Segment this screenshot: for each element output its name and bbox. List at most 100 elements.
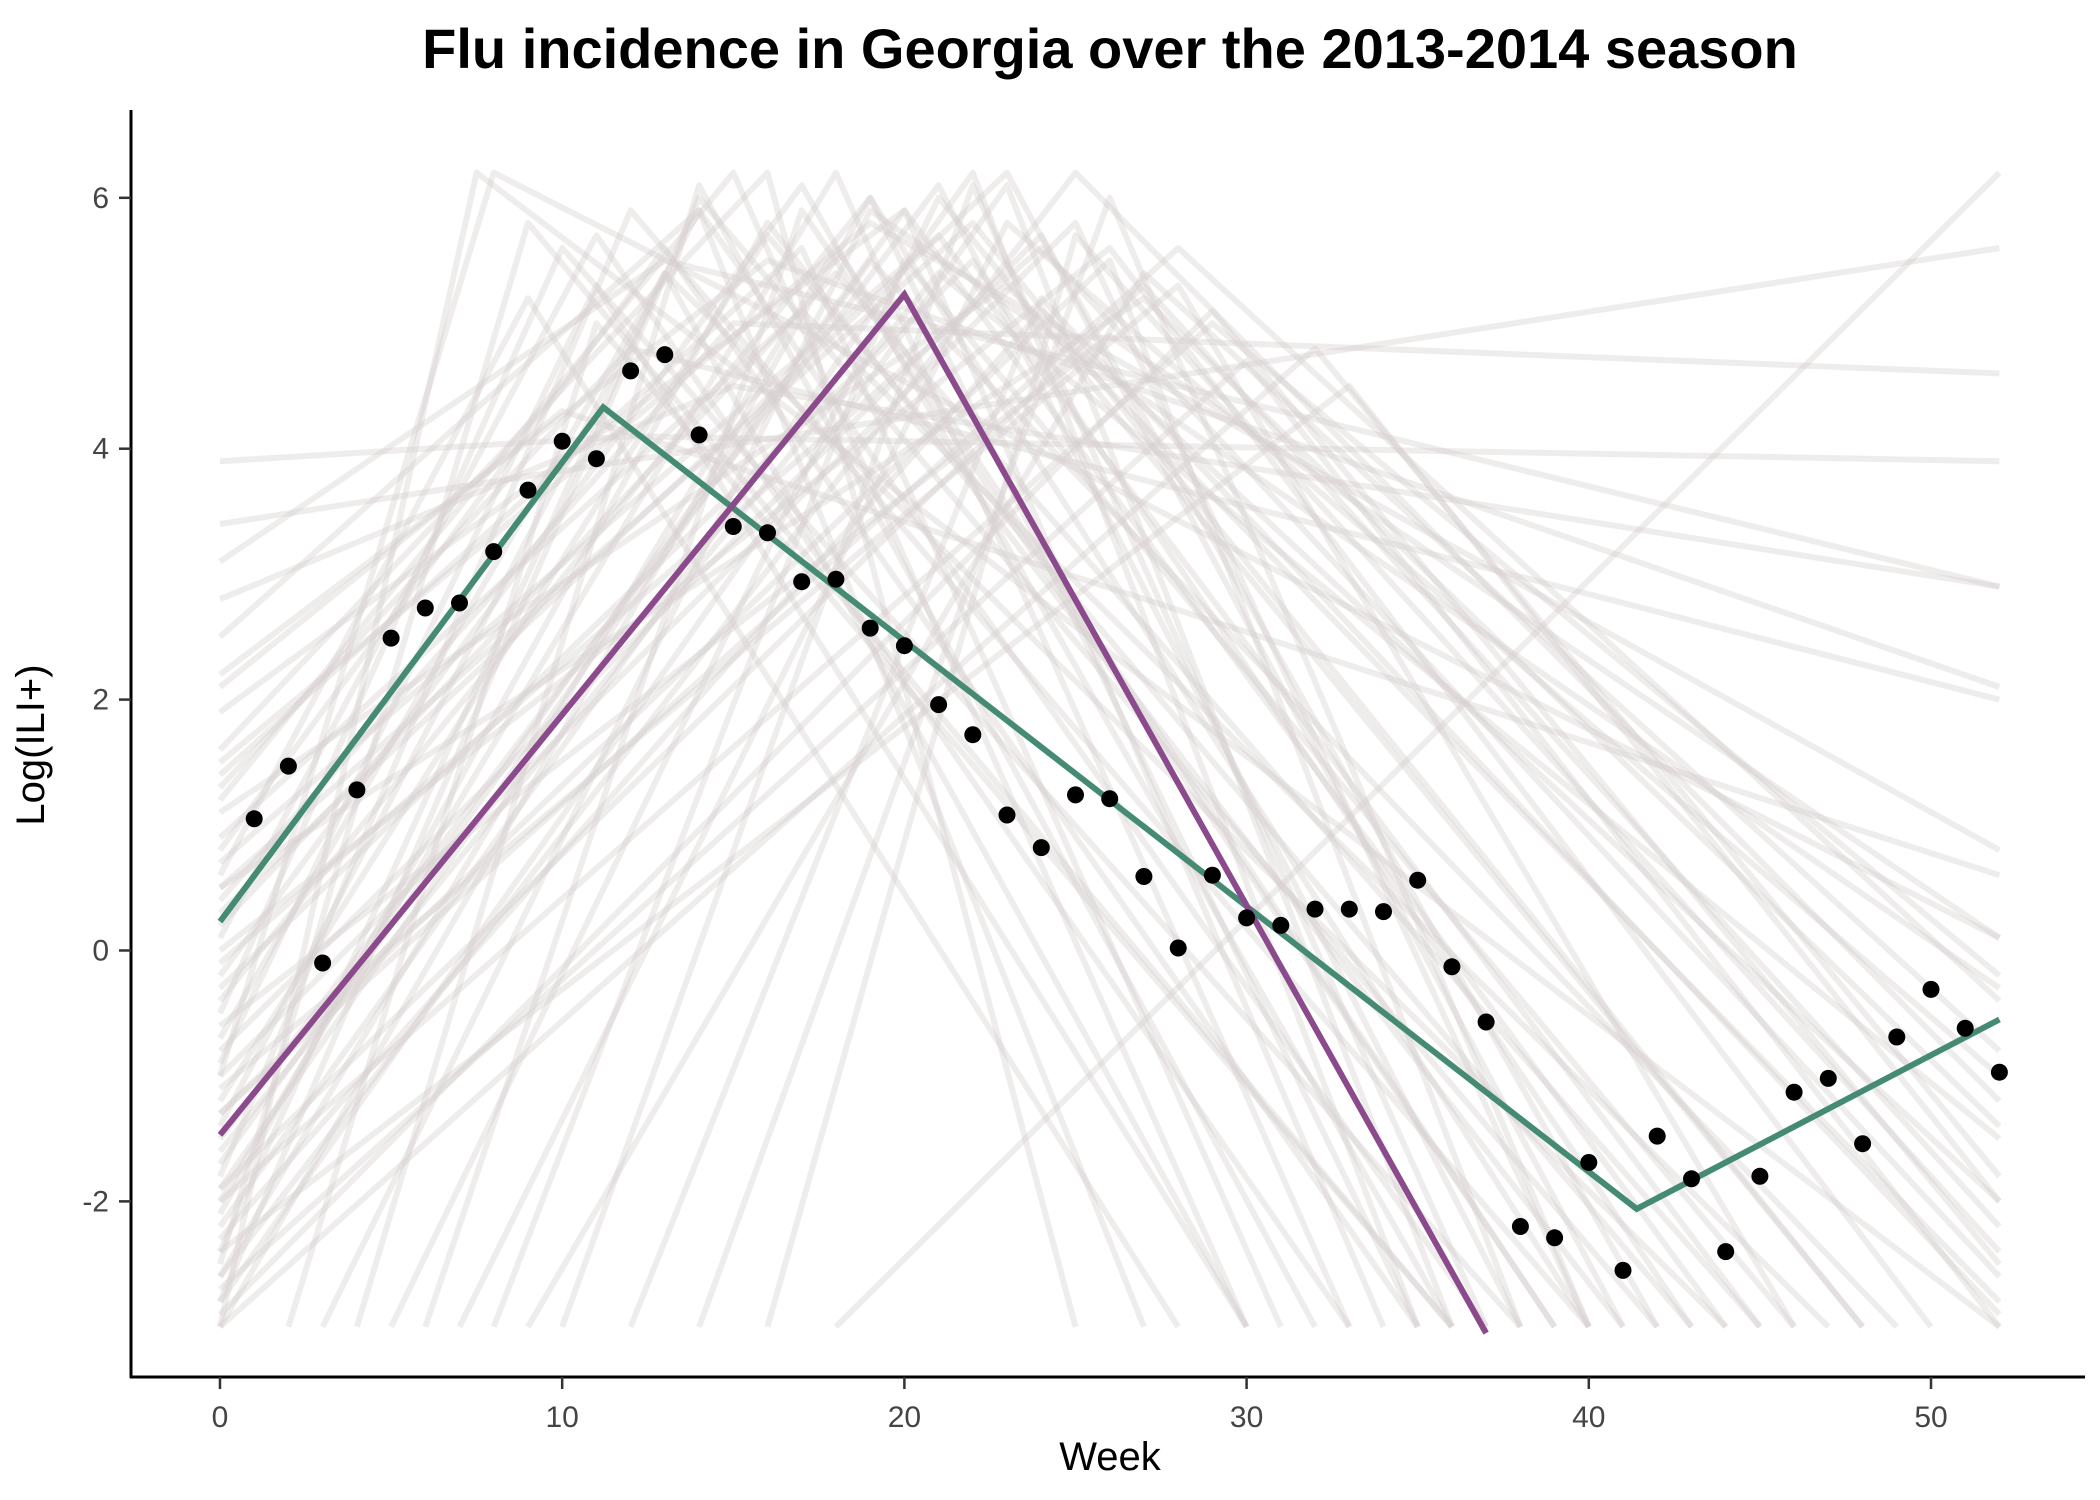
observed-point xyxy=(1888,1028,1906,1046)
sample-line-36 xyxy=(627,295,2002,1328)
x-axis-title: Week xyxy=(1059,1435,1162,1479)
observed-point xyxy=(1169,939,1187,957)
sample-line-10 xyxy=(217,207,1592,1329)
sample-line-46 xyxy=(217,270,2002,1154)
sample-line-74 xyxy=(218,295,2002,1129)
observed-point xyxy=(1854,1135,1872,1153)
observed-point xyxy=(245,810,263,828)
observed-point xyxy=(1922,980,1940,998)
observed-point xyxy=(827,570,845,588)
sample-line-6 xyxy=(217,320,2000,903)
observed-point xyxy=(553,432,571,450)
observed-point xyxy=(1785,1083,1803,1101)
sample-line-18 xyxy=(217,194,1592,1329)
x-tick-label: 40 xyxy=(1572,1401,1605,1434)
sample-line-21 xyxy=(218,219,1865,1329)
sample-line-1 xyxy=(219,433,2000,465)
observed-point xyxy=(416,599,434,617)
sample-line-12 xyxy=(217,194,1660,1329)
sample-line-51 xyxy=(217,357,2002,1329)
observed-point xyxy=(1956,1019,1974,1037)
sample-line-60 xyxy=(319,207,2002,1329)
sample-line-58 xyxy=(217,219,1592,1329)
sample-line-9 xyxy=(217,245,1523,1329)
sample-line-8 xyxy=(217,219,1455,1329)
observed-point xyxy=(1340,900,1358,918)
sample-line-72 xyxy=(218,245,2002,1279)
sample-line-37 xyxy=(696,194,1592,1328)
observed-point xyxy=(1032,839,1050,857)
x-tick-label: 10 xyxy=(545,1401,578,1434)
observed-point xyxy=(622,362,640,380)
observed-point xyxy=(1717,1243,1735,1261)
observed-point xyxy=(1272,916,1290,934)
sample-line-55 xyxy=(217,245,1558,1329)
observed-point xyxy=(861,619,879,637)
observed-point xyxy=(1135,868,1153,885)
observed-point xyxy=(1819,1069,1837,1087)
observed-point xyxy=(1683,1170,1700,1188)
observed-point xyxy=(1546,1229,1564,1247)
observed-point xyxy=(895,637,913,655)
observed-point xyxy=(348,781,366,799)
observed-point xyxy=(724,518,742,535)
sample-line-15 xyxy=(217,182,1455,1329)
sample-line-64 xyxy=(217,295,1181,1329)
sample-line-5 xyxy=(218,219,2001,853)
sample-line-38 xyxy=(764,232,2002,1328)
sample-line-45 xyxy=(217,194,1421,1329)
sample-line-76 xyxy=(218,383,2002,1254)
observed-point xyxy=(279,757,297,775)
x-tick-label: 0 xyxy=(212,1401,229,1434)
sample-line-33 xyxy=(422,207,1558,1329)
observed-point xyxy=(519,481,537,499)
y-tick-label: 6 xyxy=(92,182,109,215)
chart-title: Flu incidence in Georgia over the 2013-2… xyxy=(422,17,1798,80)
observed-point xyxy=(793,573,811,591)
sample-line-7 xyxy=(217,169,2001,1077)
observed-point xyxy=(1751,1167,1769,1185)
sample-line-50 xyxy=(218,282,1797,1329)
fit-line-0 xyxy=(217,403,2001,1213)
sample-line-26 xyxy=(218,245,1934,1329)
observed-point xyxy=(485,543,503,561)
y-tick-label: -2 xyxy=(82,1185,109,1218)
sample-line-61 xyxy=(388,194,1865,1329)
observed-point xyxy=(1375,903,1392,921)
sample-line-69 xyxy=(217,257,1899,1329)
sample-line-2 xyxy=(219,245,2000,527)
observed-point xyxy=(1990,1063,2008,1081)
observed-point xyxy=(1409,871,1427,889)
observed-point xyxy=(1614,1261,1632,1279)
sample-line-71 xyxy=(217,182,1455,1328)
observed-points xyxy=(245,346,2008,1279)
observed-point xyxy=(1203,866,1221,884)
sample-line-75 xyxy=(218,320,2002,1204)
sample-line-0 xyxy=(217,169,2002,1330)
x-tick-label: 20 xyxy=(888,1401,921,1434)
observed-point xyxy=(1306,900,1324,918)
sample-line-32 xyxy=(354,182,1318,1329)
sample-line-43 xyxy=(217,270,1728,1329)
x-tick-label: 30 xyxy=(1230,1401,1263,1434)
observed-point xyxy=(1238,909,1256,927)
sample-line-54 xyxy=(218,408,2001,879)
sample-line-28 xyxy=(217,245,2002,1116)
observed-point xyxy=(1580,1154,1598,1171)
sample-line-30 xyxy=(218,345,2002,1330)
sample-line-66 xyxy=(217,207,1489,1329)
y-tick-label: 4 xyxy=(92,433,109,466)
sample-line-39 xyxy=(833,170,2002,1329)
y-axis-title: Log(ILI+) xyxy=(9,664,53,825)
observed-point xyxy=(382,629,400,647)
sample-line-11 xyxy=(217,245,1421,1329)
sample-line-67 xyxy=(217,219,1626,1329)
observed-point xyxy=(1101,790,1119,808)
sample-line-48 xyxy=(217,307,2002,1241)
observed-point xyxy=(314,954,332,972)
sample-line-47 xyxy=(217,169,1626,1329)
sample-line-31 xyxy=(285,320,1455,1329)
y-tick-label: 2 xyxy=(92,684,109,717)
observed-point xyxy=(1067,786,1084,804)
